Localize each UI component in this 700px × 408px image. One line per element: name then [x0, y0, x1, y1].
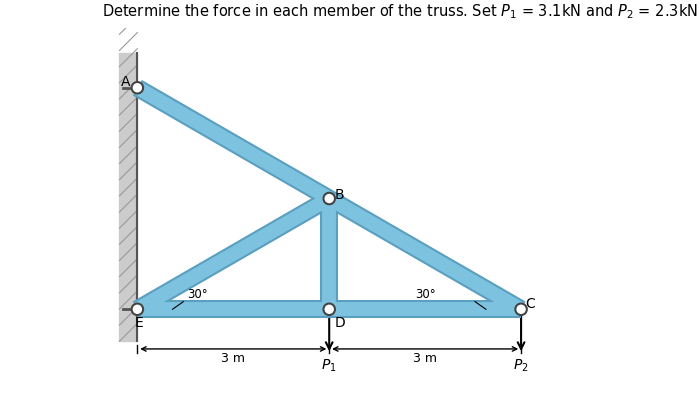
Bar	[120, 53, 137, 341]
Text: A: A	[121, 75, 131, 89]
Text: Determine the force in each member of the truss. Set $P_1$ = 3.1kN and $P_2$ = 2: Determine the force in each member of th…	[102, 3, 700, 22]
Circle shape	[515, 304, 527, 315]
Circle shape	[323, 304, 335, 315]
Text: C: C	[526, 297, 536, 311]
Circle shape	[132, 304, 143, 315]
Text: $P_1$: $P_1$	[321, 358, 337, 374]
Text: D: D	[335, 316, 345, 330]
Text: 30°: 30°	[187, 288, 208, 301]
Text: E: E	[134, 316, 143, 330]
Text: 30°: 30°	[416, 288, 436, 301]
Circle shape	[323, 193, 335, 204]
Text: B: B	[335, 188, 344, 202]
Text: $P_2$: $P_2$	[513, 358, 529, 374]
Text: 3 m: 3 m	[221, 352, 245, 365]
Circle shape	[132, 82, 143, 93]
Text: 3 m: 3 m	[413, 352, 437, 365]
